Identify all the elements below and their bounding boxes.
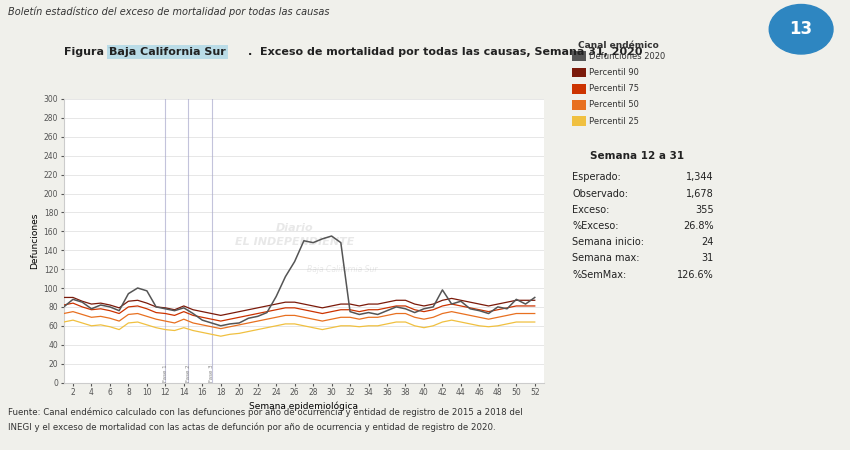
Text: Percentil 90: Percentil 90 — [589, 68, 639, 77]
Text: Fase 3: Fase 3 — [209, 364, 214, 382]
Text: Percentil 50: Percentil 50 — [589, 100, 639, 109]
Text: Fase 1: Fase 1 — [163, 364, 167, 382]
Text: Figura 7.: Figura 7. — [64, 47, 123, 57]
Text: 24: 24 — [701, 237, 714, 247]
Text: Semana inicio:: Semana inicio: — [572, 237, 644, 247]
Text: Baja California Sur: Baja California Sur — [109, 47, 225, 57]
Text: Fuente: Canal endémico calculado con las defunciones por año de ocurrencia y ent: Fuente: Canal endémico calculado con las… — [8, 407, 523, 417]
Text: 1,678: 1,678 — [686, 189, 714, 198]
Text: Defunciones 2020: Defunciones 2020 — [589, 52, 666, 61]
Text: Canal endémico: Canal endémico — [578, 40, 659, 50]
Text: Percentil 75: Percentil 75 — [589, 84, 639, 93]
Text: Semana 12 a 31: Semana 12 a 31 — [591, 151, 684, 161]
Text: %SemMax:: %SemMax: — [572, 270, 626, 279]
Text: Baja California Sur: Baja California Sur — [307, 265, 377, 274]
X-axis label: Semana epidemiológica: Semana epidemiológica — [249, 401, 359, 411]
Text: Diario
EL INDEPENDIENTE: Diario EL INDEPENDIENTE — [235, 223, 354, 247]
Text: %Exceso:: %Exceso: — [572, 221, 619, 231]
Text: Percentil 25: Percentil 25 — [589, 117, 639, 126]
Text: 13: 13 — [790, 20, 813, 38]
Text: 1,344: 1,344 — [687, 172, 714, 182]
Text: INEGI y el exceso de mortalidad con las actas de defunción por año de ocurrencia: INEGI y el exceso de mortalidad con las … — [8, 423, 496, 432]
Text: 26.8%: 26.8% — [683, 221, 714, 231]
Text: Boletín estadístico del exceso de mortalidad por todas las causas: Boletín estadístico del exceso de mortal… — [8, 7, 330, 17]
Text: 126.6%: 126.6% — [677, 270, 714, 279]
Text: Semana max:: Semana max: — [572, 253, 639, 263]
Text: .  Exceso de mortalidad por todas las causas, Semana 31, 2020: . Exceso de mortalidad por todas las cau… — [248, 47, 643, 57]
Y-axis label: Defunciones: Defunciones — [31, 212, 39, 269]
Text: Esperado:: Esperado: — [572, 172, 620, 182]
Circle shape — [769, 4, 833, 54]
Text: Fase 2: Fase 2 — [186, 364, 191, 382]
Text: 31: 31 — [702, 253, 714, 263]
Text: Observado:: Observado: — [572, 189, 628, 198]
Text: Exceso:: Exceso: — [572, 205, 609, 215]
Text: 355: 355 — [695, 205, 714, 215]
